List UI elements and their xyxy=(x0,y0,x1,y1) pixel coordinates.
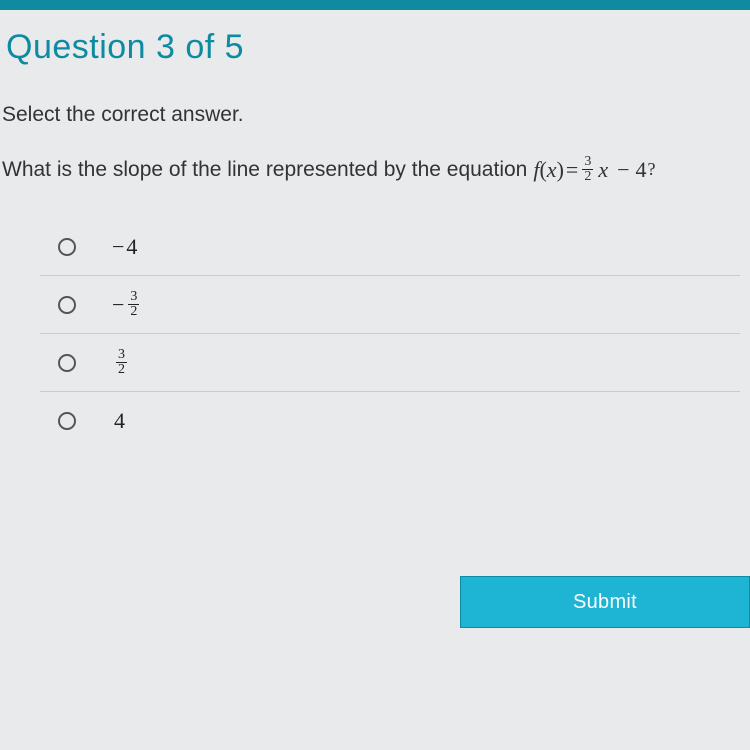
instruction-text: Select the correct answer. xyxy=(0,67,750,127)
answer-frac-num: 3 xyxy=(128,290,139,305)
question-prefix: What is the slope of the line represente… xyxy=(2,158,527,182)
answer-frac-den: 2 xyxy=(116,363,127,377)
eq-frac-den: 2 xyxy=(582,170,593,184)
answer-value: 4 xyxy=(126,234,137,260)
eq-frac-num: 3 xyxy=(582,155,593,170)
option-row[interactable]: −4 xyxy=(40,218,740,276)
question-equation: f(x) = 3 2 x − 4? xyxy=(533,155,655,184)
answer-text: −4 xyxy=(112,234,137,260)
answer-text: − 3 2 xyxy=(112,290,141,319)
submit-button[interactable]: Submit xyxy=(460,576,750,628)
option-row[interactable]: − 3 2 xyxy=(40,276,740,334)
neg-sign: − xyxy=(112,234,124,260)
eq-equals: = xyxy=(566,157,578,183)
radio-button[interactable] xyxy=(58,296,76,314)
answer-options: −4 − 3 2 3 2 4 xyxy=(40,218,740,450)
radio-button[interactable] xyxy=(58,412,76,430)
question-prompt: What is the slope of the line represente… xyxy=(0,127,750,184)
eq-fraction: 3 2 xyxy=(582,155,593,184)
eq-question-mark: ? xyxy=(648,159,656,180)
answer-fraction: 3 2 xyxy=(128,290,139,319)
answer-frac-den: 2 xyxy=(128,305,139,319)
answer-text: 3 2 xyxy=(112,348,129,377)
answer-text: 4 xyxy=(112,408,125,434)
eq-close-paren: ) xyxy=(557,157,564,183)
header-bar xyxy=(0,0,750,10)
option-row[interactable]: 3 2 xyxy=(40,334,740,392)
radio-button[interactable] xyxy=(58,238,76,256)
eq-open-paren: ( xyxy=(539,157,546,183)
eq-minus: − xyxy=(617,157,629,183)
radio-button[interactable] xyxy=(58,354,76,372)
eq-const: 4 xyxy=(636,157,647,183)
option-row[interactable]: 4 xyxy=(40,392,740,450)
answer-value: 4 xyxy=(114,408,125,434)
eq-var-x2: x xyxy=(598,157,608,183)
neg-sign: − xyxy=(112,292,124,318)
answer-fraction: 3 2 xyxy=(116,348,127,377)
answer-frac-num: 3 xyxy=(116,348,127,363)
question-title: Question 3 of 5 xyxy=(0,10,750,67)
eq-var-x: x xyxy=(547,157,557,183)
